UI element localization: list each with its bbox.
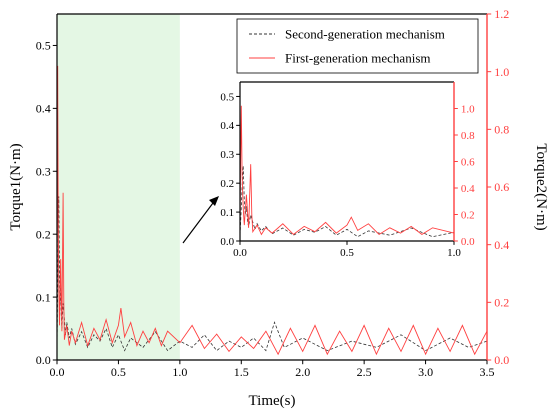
main-series-line-2 bbox=[56, 65, 488, 356]
main-x-tick-label: 3.5 bbox=[480, 365, 495, 379]
inset-plot: 0.0 0.5 1.00.00.10.20.30.40.50.00.20.40.60… bbox=[220, 81, 475, 259]
inset-y-right-tick-label: 0.8 bbox=[461, 130, 475, 142]
main-y-left-tick-label: 0.3 bbox=[36, 164, 51, 178]
inset-y-right-tick-label: 0.4 bbox=[461, 183, 475, 195]
inset-y-right-tick-label: 0.2 bbox=[461, 209, 475, 221]
main-y-right-tick-label: 0.6 bbox=[494, 180, 509, 194]
inset-y-left-tick-label: 0.2 bbox=[220, 178, 234, 190]
highlight-region bbox=[57, 14, 180, 360]
y-left-axis-title: Torque1(N·m) bbox=[8, 143, 24, 230]
main-y-left-tick-label: 0.1 bbox=[36, 290, 51, 304]
main-x-tick-label: 1.0 bbox=[172, 365, 187, 379]
main-x-tick-label: 3.0 bbox=[418, 365, 433, 379]
inset-x-tick-label: 0.5 bbox=[340, 247, 354, 259]
main-y-right-tick-label: 0.2 bbox=[494, 296, 509, 310]
main-y-right-tick-label: 0.8 bbox=[494, 123, 509, 137]
inset-x-tick-label: 0.0 bbox=[233, 247, 247, 259]
inset-y-right-tick-label: 0.0 bbox=[461, 236, 475, 248]
inset-y-left-tick-label: 0.1 bbox=[220, 207, 234, 219]
main-x-tick-label: 2.0 bbox=[295, 365, 310, 379]
legend-label-2: First-generation mechanism bbox=[285, 51, 431, 66]
legend-label-1: Second-generation mechanism bbox=[285, 27, 445, 42]
inset-y-left-tick-label: 0.0 bbox=[220, 236, 234, 248]
main-y-right-tick-label: 0.4 bbox=[494, 238, 509, 252]
pointer-arrow-head bbox=[209, 196, 219, 206]
main-x-tick-label: 2.5 bbox=[357, 365, 372, 379]
main-y-right-tick-label: 0.0 bbox=[494, 353, 509, 367]
main-y-left-tick-label: 0.4 bbox=[36, 102, 51, 116]
main-x-tick-label: 1.5 bbox=[234, 365, 249, 379]
main-y-left-tick-label: 0.5 bbox=[36, 39, 51, 53]
y-right-axis-title: Torque2(N·m) bbox=[533, 143, 549, 230]
main-y-left-tick-label: 0.2 bbox=[36, 227, 51, 241]
inset-y-left-tick-label: 0.3 bbox=[220, 149, 234, 161]
inset-y-left-tick-label: 0.5 bbox=[220, 91, 234, 103]
inset-y-right-tick-label: 0.6 bbox=[461, 156, 475, 168]
main-y-left-tick-label: 0.0 bbox=[36, 353, 51, 367]
main-x-tick-label: 0.0 bbox=[50, 365, 65, 379]
inset-series-line-1 bbox=[239, 165, 455, 238]
inset-y-left-tick-label: 0.4 bbox=[220, 120, 234, 132]
main-y-right-tick-label: 1.0 bbox=[494, 65, 509, 79]
inset-background bbox=[240, 82, 454, 241]
legend: Second-generation mechanism First-generat… bbox=[236, 18, 479, 74]
pointer-arrow-line bbox=[182, 202, 214, 244]
inset-series-line-2 bbox=[239, 105, 455, 236]
x-axis-title: Time(s) bbox=[249, 393, 296, 409]
inset-y-right-tick-label: 1.0 bbox=[461, 103, 475, 115]
legend-box bbox=[236, 18, 479, 74]
inset-x-tick-label: 1.0 bbox=[447, 247, 461, 259]
main-x-tick-label: 0.5 bbox=[111, 365, 126, 379]
main-y-right-tick-label: 1.2 bbox=[494, 7, 509, 21]
